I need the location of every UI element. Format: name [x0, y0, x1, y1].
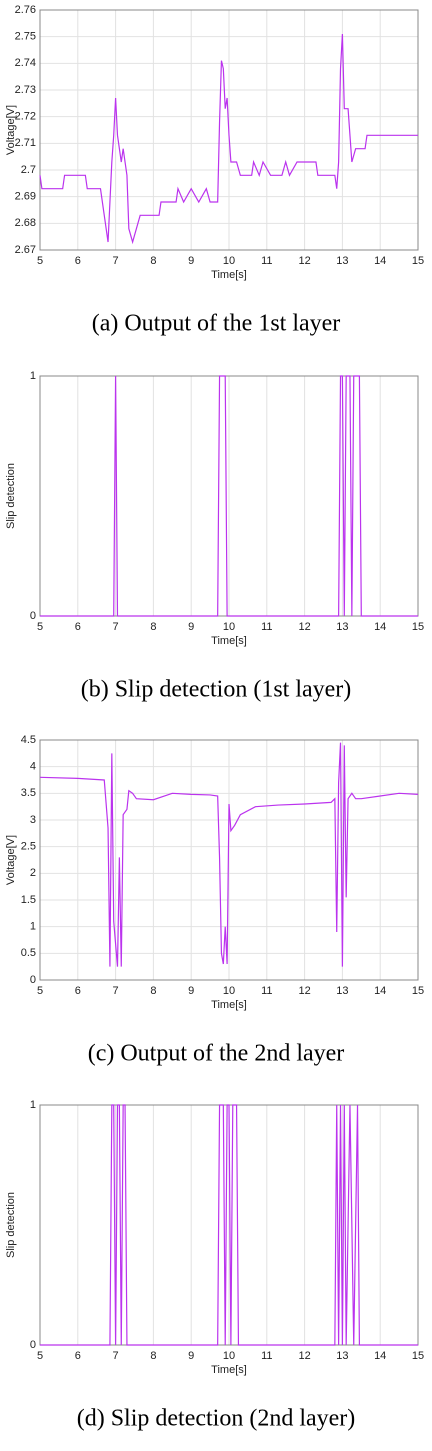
- x-tick-label: 9: [188, 621, 194, 633]
- y-tick-label: 2.72: [15, 111, 36, 123]
- y-axis-label: Voltage[V]: [5, 105, 17, 155]
- y-tick-label: 0: [30, 610, 36, 622]
- y-tick-label: 2.74: [15, 57, 36, 69]
- x-tick-label: 6: [75, 621, 81, 633]
- y-tick-label: 4: [30, 761, 36, 773]
- y-tick-label: 2.7: [21, 164, 36, 176]
- x-axis-label: Time[s]: [211, 1364, 247, 1376]
- x-tick-label: 13: [336, 985, 348, 997]
- y-tick-label: 2.5: [21, 841, 36, 853]
- data-line: [40, 1104, 418, 1346]
- plot-frame: [39, 9, 419, 251]
- y-tick-label: 2.69: [15, 191, 36, 203]
- x-tick-label: 14: [374, 621, 386, 633]
- x-tick-label: 9: [188, 985, 194, 997]
- x-tick-label: 8: [150, 985, 156, 997]
- plot-frame: [39, 739, 419, 981]
- x-tick-label: 10: [223, 621, 235, 633]
- x-tick-label: 8: [150, 255, 156, 267]
- caption: (a) Output of the 1st layer: [92, 311, 341, 337]
- x-axis-label: Time[s]: [211, 269, 247, 281]
- x-tick-label: 14: [374, 985, 386, 997]
- x-tick-label: 11: [261, 985, 272, 997]
- x-tick-label: 7: [113, 985, 119, 997]
- x-tick-label: 12: [298, 621, 310, 633]
- x-axis-label: Time[s]: [211, 999, 247, 1011]
- y-tick-label: 2.73: [15, 84, 36, 96]
- x-axis-label: Time[s]: [211, 635, 247, 647]
- x-tick-label: 12: [298, 985, 310, 997]
- y-tick-label: 1: [30, 921, 36, 933]
- y-axis-label: Slip detection: [5, 1192, 17, 1258]
- x-tick-label: 13: [336, 255, 348, 267]
- x-tick-label: 11: [261, 621, 272, 633]
- data-line: [39, 33, 418, 245]
- x-tick-label: 14: [374, 1350, 386, 1362]
- y-tick-label: 2.71: [15, 137, 36, 149]
- y-axis-label: Slip detection: [5, 463, 17, 529]
- x-tick-label: 6: [75, 1350, 81, 1362]
- y-tick-label: 3: [30, 814, 36, 826]
- x-tick-label: 7: [113, 621, 119, 633]
- y-axis-label: Voltage[V]: [5, 835, 17, 885]
- x-tick-label: 13: [336, 621, 348, 633]
- y-tick-label: 4.5: [21, 734, 36, 746]
- x-tick-label: 15: [412, 255, 424, 267]
- x-tick-label: 12: [298, 255, 310, 267]
- y-tick-label: 2: [30, 867, 36, 879]
- x-tick-label: 11: [261, 255, 272, 267]
- x-tick-label: 5: [37, 255, 43, 267]
- x-tick-label: 15: [412, 621, 424, 633]
- x-tick-label: 6: [75, 255, 81, 267]
- y-tick-label: 2.67: [15, 244, 36, 256]
- x-tick-label: 5: [37, 621, 43, 633]
- x-tick-label: 12: [298, 1350, 310, 1362]
- y-tick-label: 2.68: [15, 217, 36, 229]
- x-tick-label: 5: [37, 1350, 43, 1362]
- y-tick-label: 0: [30, 1339, 36, 1351]
- y-tick-label: 3.5: [21, 787, 36, 799]
- data-line: [39, 742, 419, 967]
- x-tick-label: 6: [75, 985, 81, 997]
- y-tick-label: 2.75: [15, 31, 36, 43]
- caption: (d) Slip detection (2nd layer): [77, 1406, 356, 1432]
- y-tick-label: 0.5: [21, 947, 36, 959]
- y-tick-label: 2.76: [15, 4, 36, 16]
- x-tick-label: 5: [37, 985, 43, 997]
- data-line: [40, 375, 418, 617]
- x-tick-label: 10: [223, 255, 235, 267]
- x-tick-label: 10: [223, 1350, 235, 1362]
- caption: (b) Slip detection (1st layer): [81, 677, 352, 703]
- x-tick-label: 11: [261, 1350, 272, 1362]
- y-tick-label: 1: [30, 370, 36, 382]
- caption: (c) Output of the 2nd layer: [88, 1041, 345, 1067]
- x-tick-label: 7: [113, 1350, 119, 1362]
- y-tick-label: 1.5: [21, 894, 36, 906]
- y-tick-label: 1: [30, 1099, 36, 1111]
- x-tick-label: 8: [150, 621, 156, 633]
- x-tick-label: 15: [412, 1350, 424, 1362]
- y-tick-label: 0: [30, 974, 36, 986]
- x-tick-label: 13: [336, 1350, 348, 1362]
- x-tick-label: 9: [188, 255, 194, 267]
- x-tick-label: 7: [113, 255, 119, 267]
- x-tick-label: 15: [412, 985, 424, 997]
- x-tick-label: 8: [150, 1350, 156, 1362]
- x-tick-label: 9: [188, 1350, 194, 1362]
- x-tick-label: 14: [374, 255, 386, 267]
- x-tick-label: 10: [223, 985, 235, 997]
